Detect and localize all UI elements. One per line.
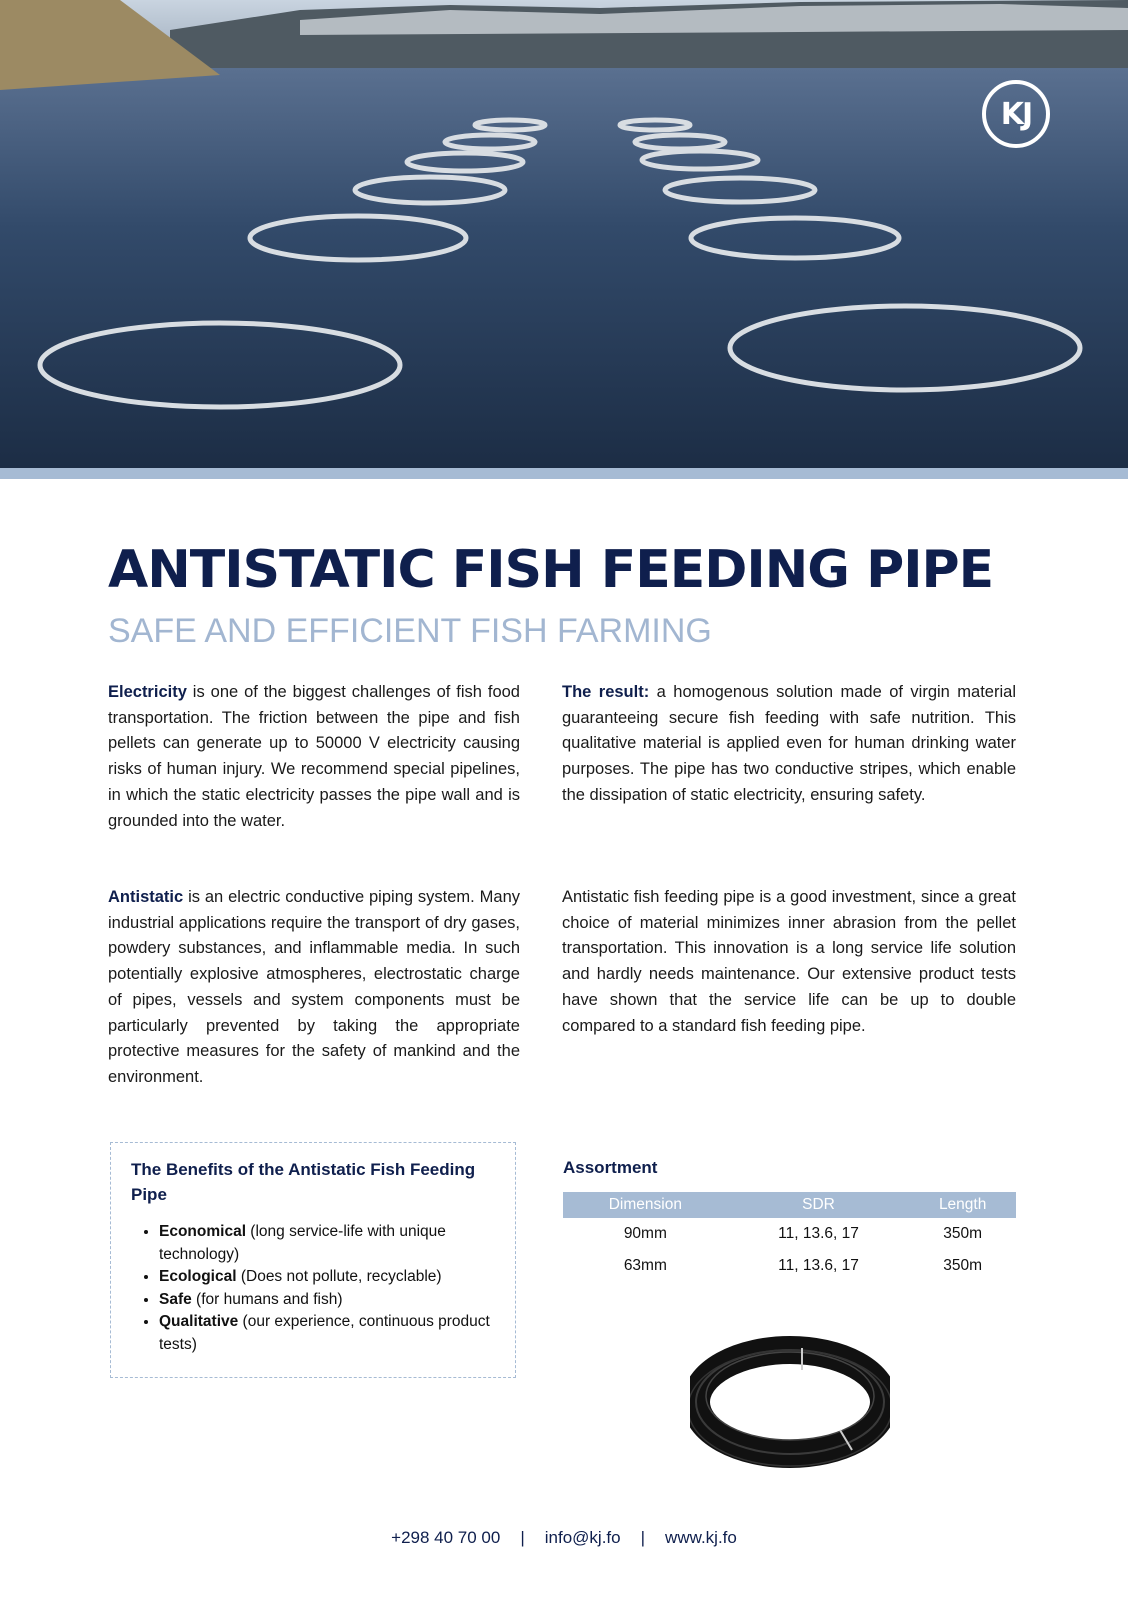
- list-item: Ecological (Does not pollute, recyclable…: [159, 1266, 495, 1289]
- paragraph-investment: Antistatic fish feeding pipe is a good i…: [562, 885, 1016, 1039]
- paragraph-antistatic: Antistatic is an electric conductive pip…: [108, 885, 520, 1091]
- paragraph-result: The result: a homogenous solution made o…: [562, 680, 1016, 809]
- cell: 350m: [943, 1225, 983, 1242]
- cell: 11, 13.6, 17: [778, 1257, 859, 1274]
- lead-text: Electricity: [108, 683, 187, 701]
- header-sdr: SDR: [727, 1192, 910, 1218]
- footer-website[interactable]: www.kj.fo: [665, 1528, 737, 1547]
- body-text: Antistatic fish feeding pipe is a good i…: [562, 888, 1016, 1035]
- assortment-table: Dimension SDR Length 90mm 11, 13.6, 17 3…: [563, 1192, 1016, 1282]
- lead-text: The result:: [562, 683, 650, 701]
- page-subtitle: SAFE AND EFFICIENT FISH FARMING: [108, 612, 712, 650]
- separator: |: [640, 1528, 646, 1547]
- footer-contact: +298 40 70 00 | info@kj.fo | www.kj.fo: [0, 1528, 1128, 1548]
- fish-farm-image: [0, 0, 1128, 468]
- footer-phone[interactable]: +298 40 70 00: [391, 1528, 501, 1547]
- list-item: Safe (for humans and fish): [159, 1289, 495, 1312]
- logo-text: KJ: [1000, 96, 1033, 132]
- lead-text: Antistatic: [108, 888, 184, 906]
- hero-photo-fish-farm: KJ: [0, 0, 1128, 468]
- cell: 11, 13.6, 17: [778, 1225, 859, 1242]
- cell: 90mm: [623, 1225, 667, 1242]
- body-text: a homogenous solution made of virgin mat…: [562, 683, 1016, 804]
- header-length: Length: [909, 1192, 1016, 1218]
- separator: |: [520, 1528, 525, 1547]
- page-title: ANTISTATIC FISH FEEDING PIPE: [108, 540, 994, 600]
- table-row: 63mm 11, 13.6, 17 350m: [563, 1250, 1016, 1282]
- body-text: is one of the biggest challenges of fish…: [108, 683, 520, 830]
- footer-email[interactable]: info@kj.fo: [544, 1528, 621, 1547]
- table-row: 90mm 11, 13.6, 17 350m: [563, 1218, 1016, 1250]
- list-item: Economical (long service-life with uniqu…: [159, 1221, 495, 1266]
- cell: 350m: [943, 1257, 983, 1274]
- table-header: Dimension SDR Length: [563, 1192, 1016, 1218]
- header-dimension: Dimension: [563, 1192, 728, 1218]
- benefits-list: Economical (long service-life with uniqu…: [131, 1221, 495, 1356]
- cell: 63mm: [623, 1257, 667, 1274]
- kj-logo: KJ: [982, 80, 1050, 148]
- accent-band: [0, 468, 1128, 479]
- list-item: Qualitative (our experience, continuous …: [159, 1311, 495, 1356]
- pipe-coil-image: [690, 1336, 890, 1468]
- benefits-title: The Benefits of the Antistatic Fish Feed…: [131, 1160, 476, 1204]
- paragraph-electricity: Electricity is one of the biggest challe…: [108, 680, 520, 834]
- assortment-title: Assortment: [563, 1158, 658, 1177]
- body-text: is an electric conductive piping system.…: [108, 888, 520, 1086]
- benefits-box: The Benefits of the Antistatic Fish Feed…: [110, 1142, 516, 1378]
